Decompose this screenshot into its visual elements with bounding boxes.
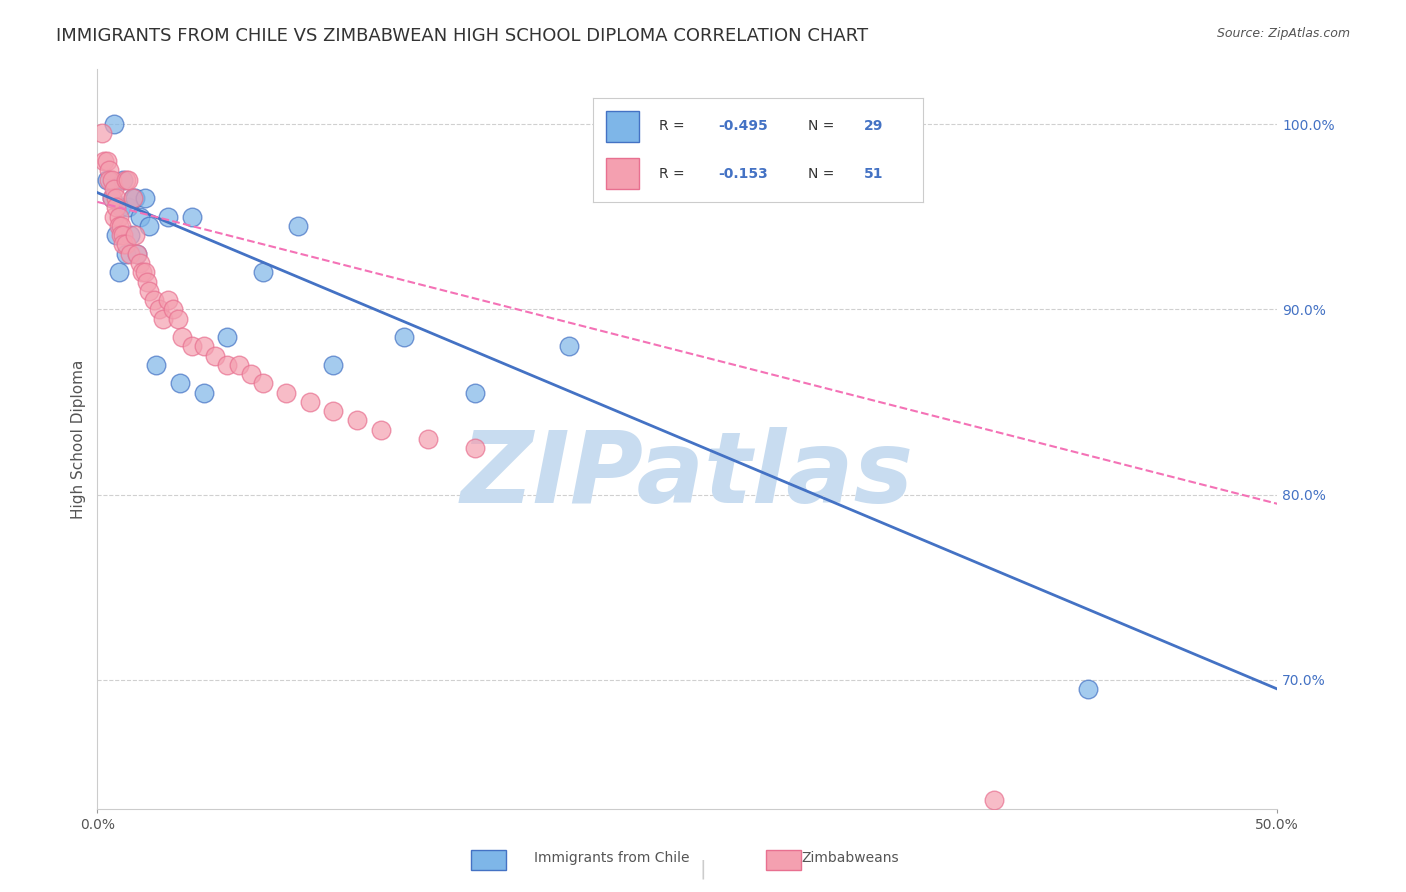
Point [392,330,415,344]
Point [114,246,136,260]
Point [169,376,191,391]
Point [157,293,180,307]
Point [1077,681,1099,696]
Point [157,210,180,224]
Point [276,385,298,400]
Text: |: | [700,859,706,879]
Point [91,126,114,140]
Text: ZIPatlas: ZIPatlas [461,427,914,524]
Point [287,219,309,233]
Point [110,228,132,243]
Point [228,358,250,372]
Point [134,191,156,205]
Text: Source: ZipAtlas.com: Source: ZipAtlas.com [1216,27,1350,40]
Point [217,330,239,344]
Point [166,311,188,326]
Point [98,163,121,178]
Point [112,228,135,243]
Point [100,191,122,205]
Point [252,376,274,391]
Point [105,201,128,215]
Point [112,237,135,252]
Point [180,210,202,224]
Point [464,385,486,400]
Point [217,358,239,372]
Point [127,246,149,260]
Text: Immigrants from Chile: Immigrants from Chile [534,851,690,865]
Point [105,228,128,243]
Point [145,358,167,372]
Point [124,191,146,205]
Point [180,339,202,353]
Point [120,246,142,260]
Point [172,330,194,344]
Point [121,191,143,205]
Point [121,191,143,205]
Point [346,413,368,427]
Point [103,210,125,224]
Point [128,210,150,224]
Y-axis label: High School Diploma: High School Diploma [72,359,86,518]
Point [98,172,121,186]
Point [107,219,129,233]
Point [558,339,581,353]
Point [143,293,166,307]
Point [416,432,439,446]
Point [93,154,115,169]
Point [134,265,156,279]
Point [120,228,142,243]
Point [983,793,1005,807]
Point [110,219,132,233]
Point [117,172,139,186]
Point [193,385,215,400]
Point [464,441,486,455]
Point [298,395,321,409]
Point [96,172,118,186]
Point [100,191,122,205]
Point [252,265,274,279]
Point [96,154,118,169]
Point [128,256,150,270]
Point [127,246,149,260]
Point [110,201,132,215]
Point [117,201,139,215]
Point [107,210,129,224]
Point [112,172,135,186]
Point [322,404,344,418]
Point [135,275,157,289]
Point [152,311,174,326]
Point [114,237,136,252]
Point [105,191,128,205]
Point [162,302,184,317]
Point [193,339,215,353]
Point [103,182,125,196]
Point [322,358,344,372]
Point [148,302,170,317]
Point [239,367,262,381]
Point [131,265,153,279]
Point [103,117,125,131]
Point [138,219,160,233]
Text: IMMIGRANTS FROM CHILE VS ZIMBABWEAN HIGH SCHOOL DIPLOMA CORRELATION CHART: IMMIGRANTS FROM CHILE VS ZIMBABWEAN HIGH… [56,27,869,45]
Point [100,172,122,186]
Point [124,228,146,243]
Point [107,265,129,279]
Text: Zimbabweans: Zimbabweans [801,851,898,865]
Point [204,349,226,363]
Point [370,423,392,437]
Point [138,284,160,298]
Point [114,172,136,186]
